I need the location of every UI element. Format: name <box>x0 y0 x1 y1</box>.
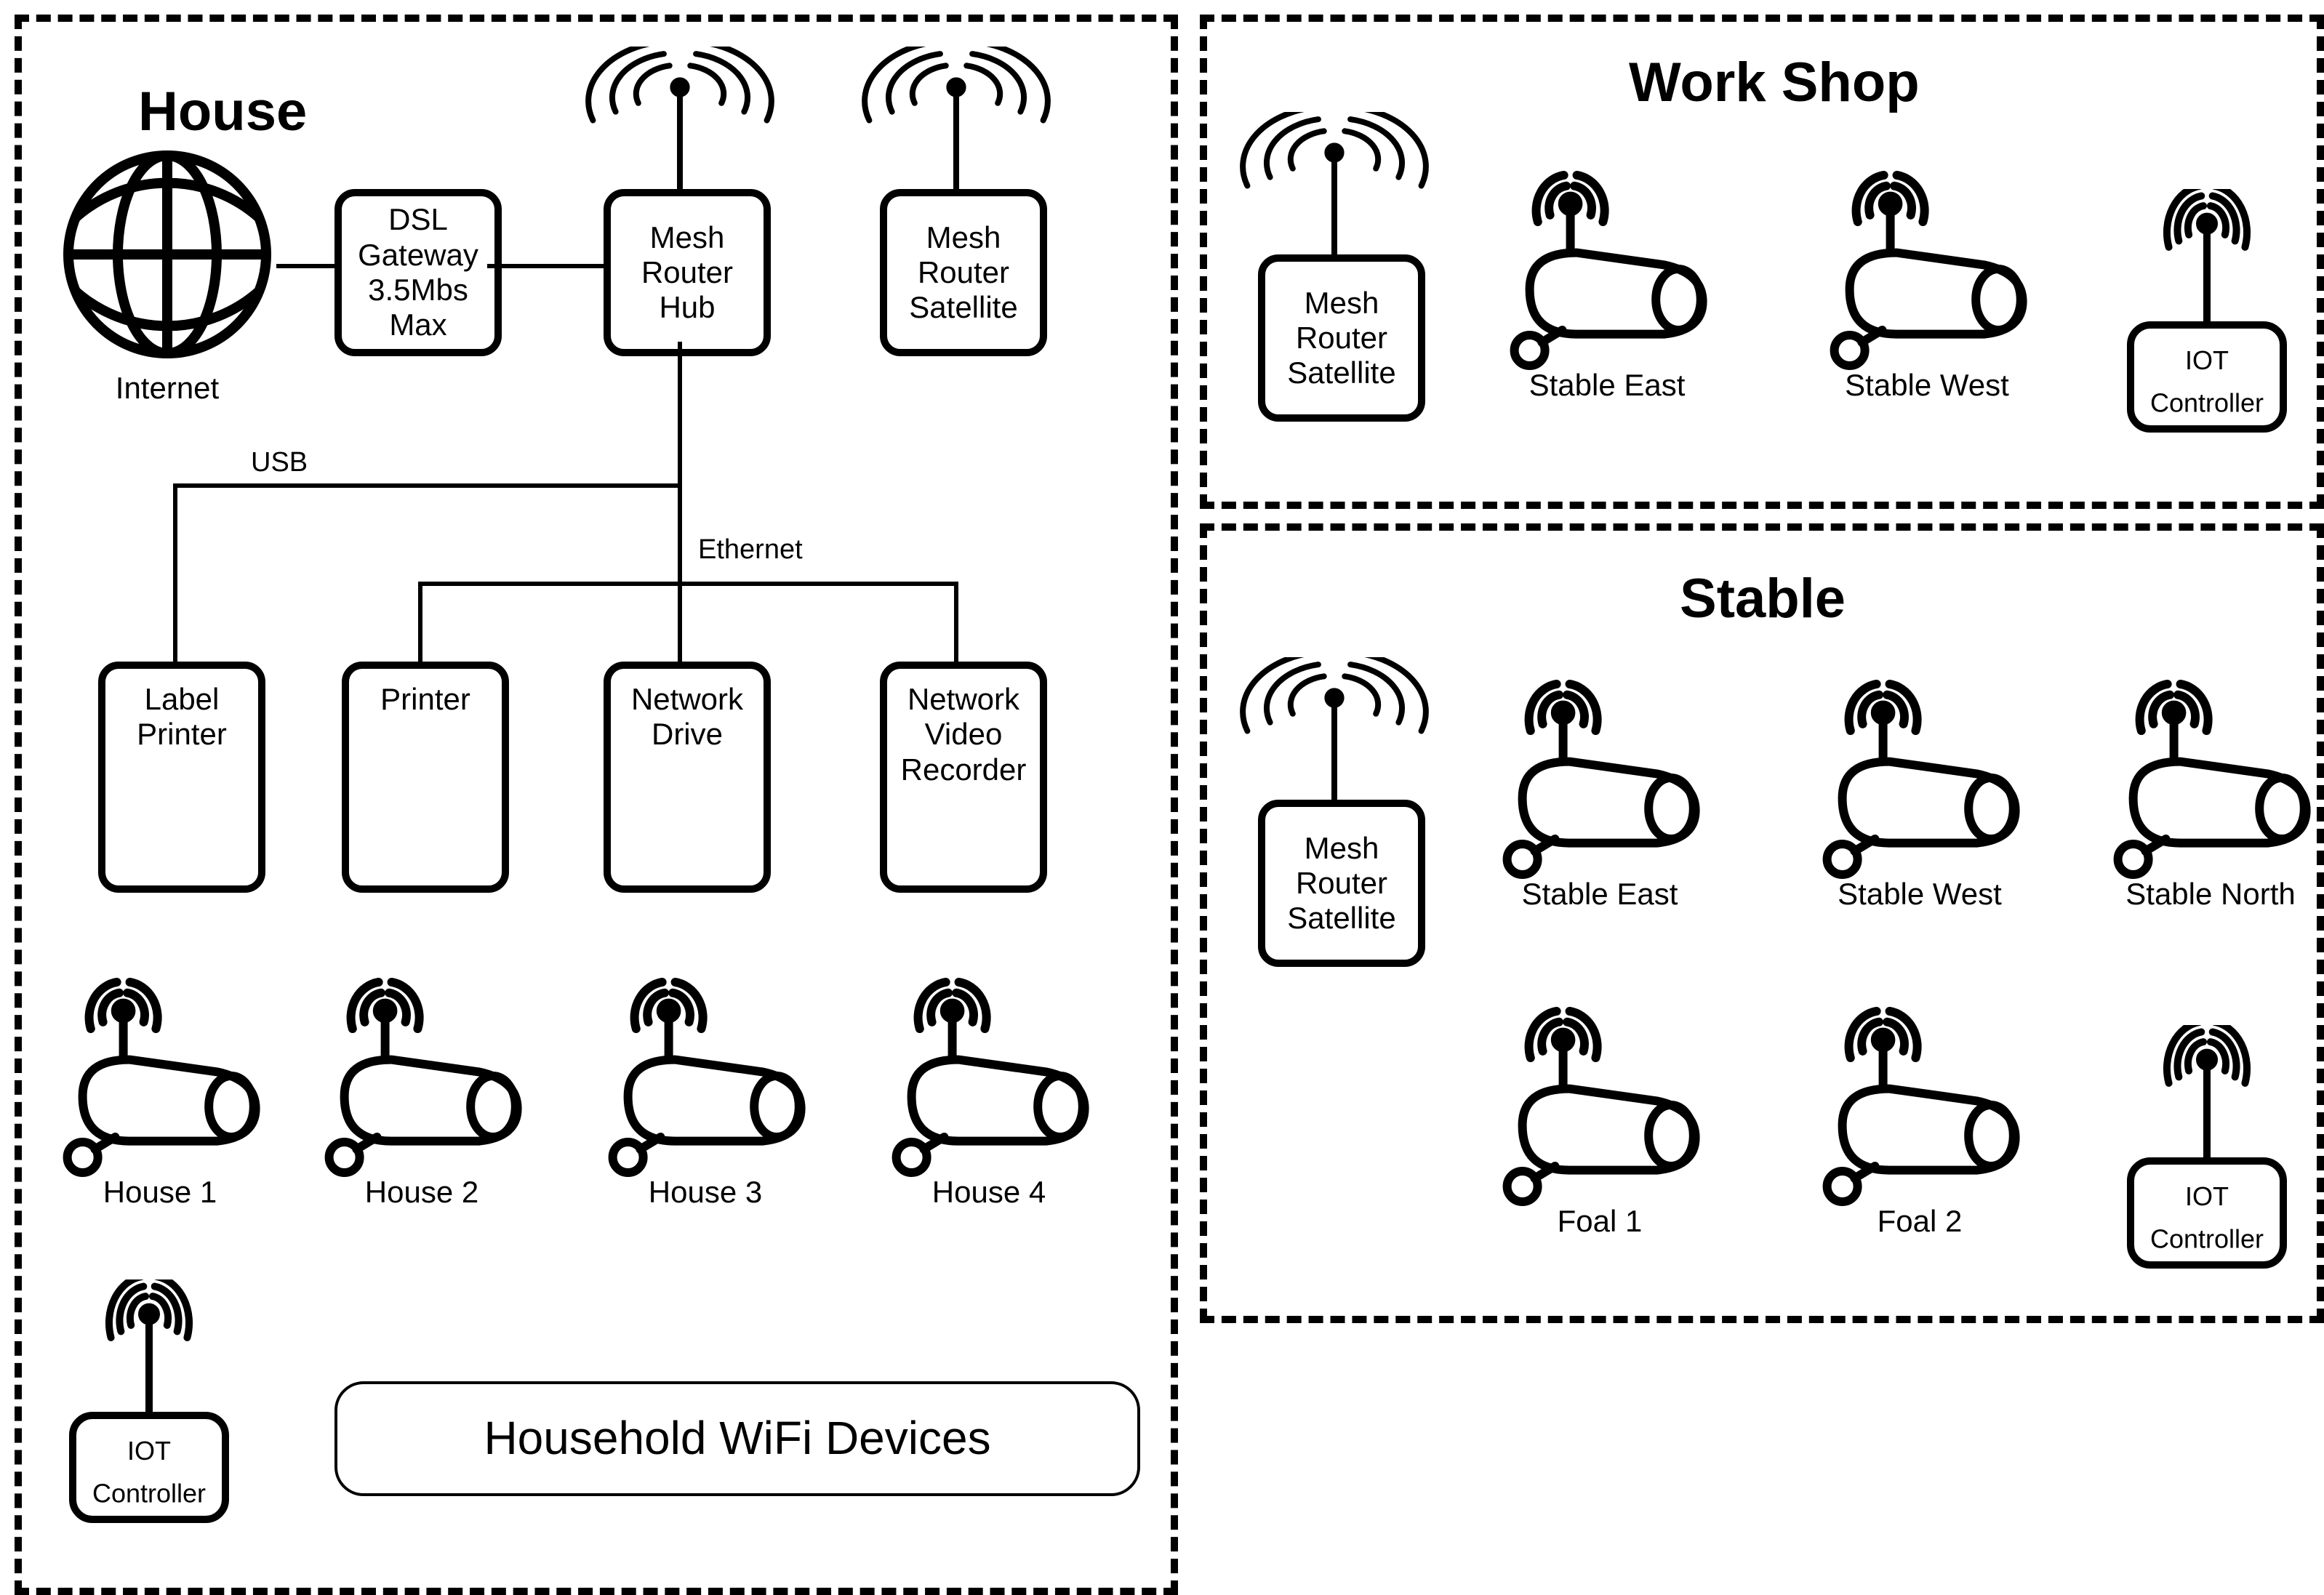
camera-icon <box>1505 167 1709 374</box>
camera-icon <box>1498 676 1702 883</box>
edge <box>487 264 604 268</box>
camera-icon <box>2109 676 2312 883</box>
camera-icon <box>887 974 1091 1181</box>
svg-text:IOT: IOT <box>127 1436 171 1466</box>
household-wifi-devices-box: Household WiFi Devices <box>334 1381 1140 1496</box>
node-mesh-router-hub: Mesh Router Hub <box>604 189 771 356</box>
camera-label: Foal 2 <box>1803 1204 2036 1239</box>
camera-icon <box>1818 1003 2022 1210</box>
zone-title-stable: Stable <box>1680 567 1846 630</box>
antenna-icon <box>585 47 774 196</box>
node-mesh-router-satellite-workshop: Mesh Router Satellite <box>1258 254 1425 422</box>
diagram-canvas: House Work Shop Stable Internet DSL Gate… <box>0 0 2324 1595</box>
svg-text:Controller: Controller <box>92 1478 206 1508</box>
node-label-printer: Label Printer <box>98 662 265 893</box>
camera-icon <box>1498 1003 1702 1210</box>
internet-label: Internet <box>58 371 276 406</box>
svg-text:Controller: Controller <box>2150 1224 2264 1253</box>
antenna-icon <box>862 47 1051 196</box>
camera-label: House 2 <box>305 1175 538 1210</box>
camera-label: Stable West <box>1811 368 2043 403</box>
antenna-icon <box>1240 657 1429 806</box>
edge <box>954 582 958 662</box>
edge <box>678 342 682 582</box>
node-dsl-gateway: DSL Gateway 3.5Mbs Max <box>334 189 502 356</box>
camera-icon <box>604 974 807 1181</box>
camera-label: Stable East <box>1491 368 1723 403</box>
camera-label: Stable East <box>1483 877 1716 912</box>
node-printer: Printer <box>342 662 509 893</box>
edge <box>418 582 956 586</box>
iot-controller-icon: IOT Controller <box>2123 1025 2291 1276</box>
camera-label: House 4 <box>873 1175 1105 1210</box>
iot-controller-icon: IOT Controller <box>2123 189 2291 440</box>
camera-label: House 1 <box>44 1175 276 1210</box>
zone-title-house: House <box>138 80 307 143</box>
node-mesh-router-satellite-stable: Mesh Router Satellite <box>1258 800 1425 967</box>
edge-label-ethernet: Ethernet <box>698 534 803 566</box>
camera-label: House 3 <box>589 1175 822 1210</box>
edge-label-usb: USB <box>251 447 308 478</box>
camera-label: Stable West <box>1803 877 2036 912</box>
node-mesh-router-satellite: Mesh Router Satellite <box>880 189 1047 356</box>
edge <box>276 264 334 268</box>
camera-icon <box>1818 676 2022 883</box>
svg-text:Controller: Controller <box>2150 387 2264 417</box>
svg-text:IOT: IOT <box>2185 1181 2229 1211</box>
edge <box>173 483 177 662</box>
antenna-icon <box>1240 112 1429 261</box>
iot-controller-icon: IOT Controller <box>65 1279 233 1530</box>
camera-label: Stable North <box>2094 877 2324 912</box>
svg-text:IOT: IOT <box>2185 345 2229 375</box>
camera-label: Foal 1 <box>1483 1204 1716 1239</box>
internet-icon <box>58 145 276 367</box>
node-network-drive: Network Drive <box>604 662 771 893</box>
edge <box>418 582 422 662</box>
camera-icon <box>58 974 262 1181</box>
camera-icon <box>320 974 524 1181</box>
edge <box>678 582 682 662</box>
edge <box>173 483 682 488</box>
zone-title-workshop: Work Shop <box>1629 51 1920 114</box>
camera-icon <box>1825 167 2029 374</box>
node-nvr: Network Video Recorder <box>880 662 1047 893</box>
